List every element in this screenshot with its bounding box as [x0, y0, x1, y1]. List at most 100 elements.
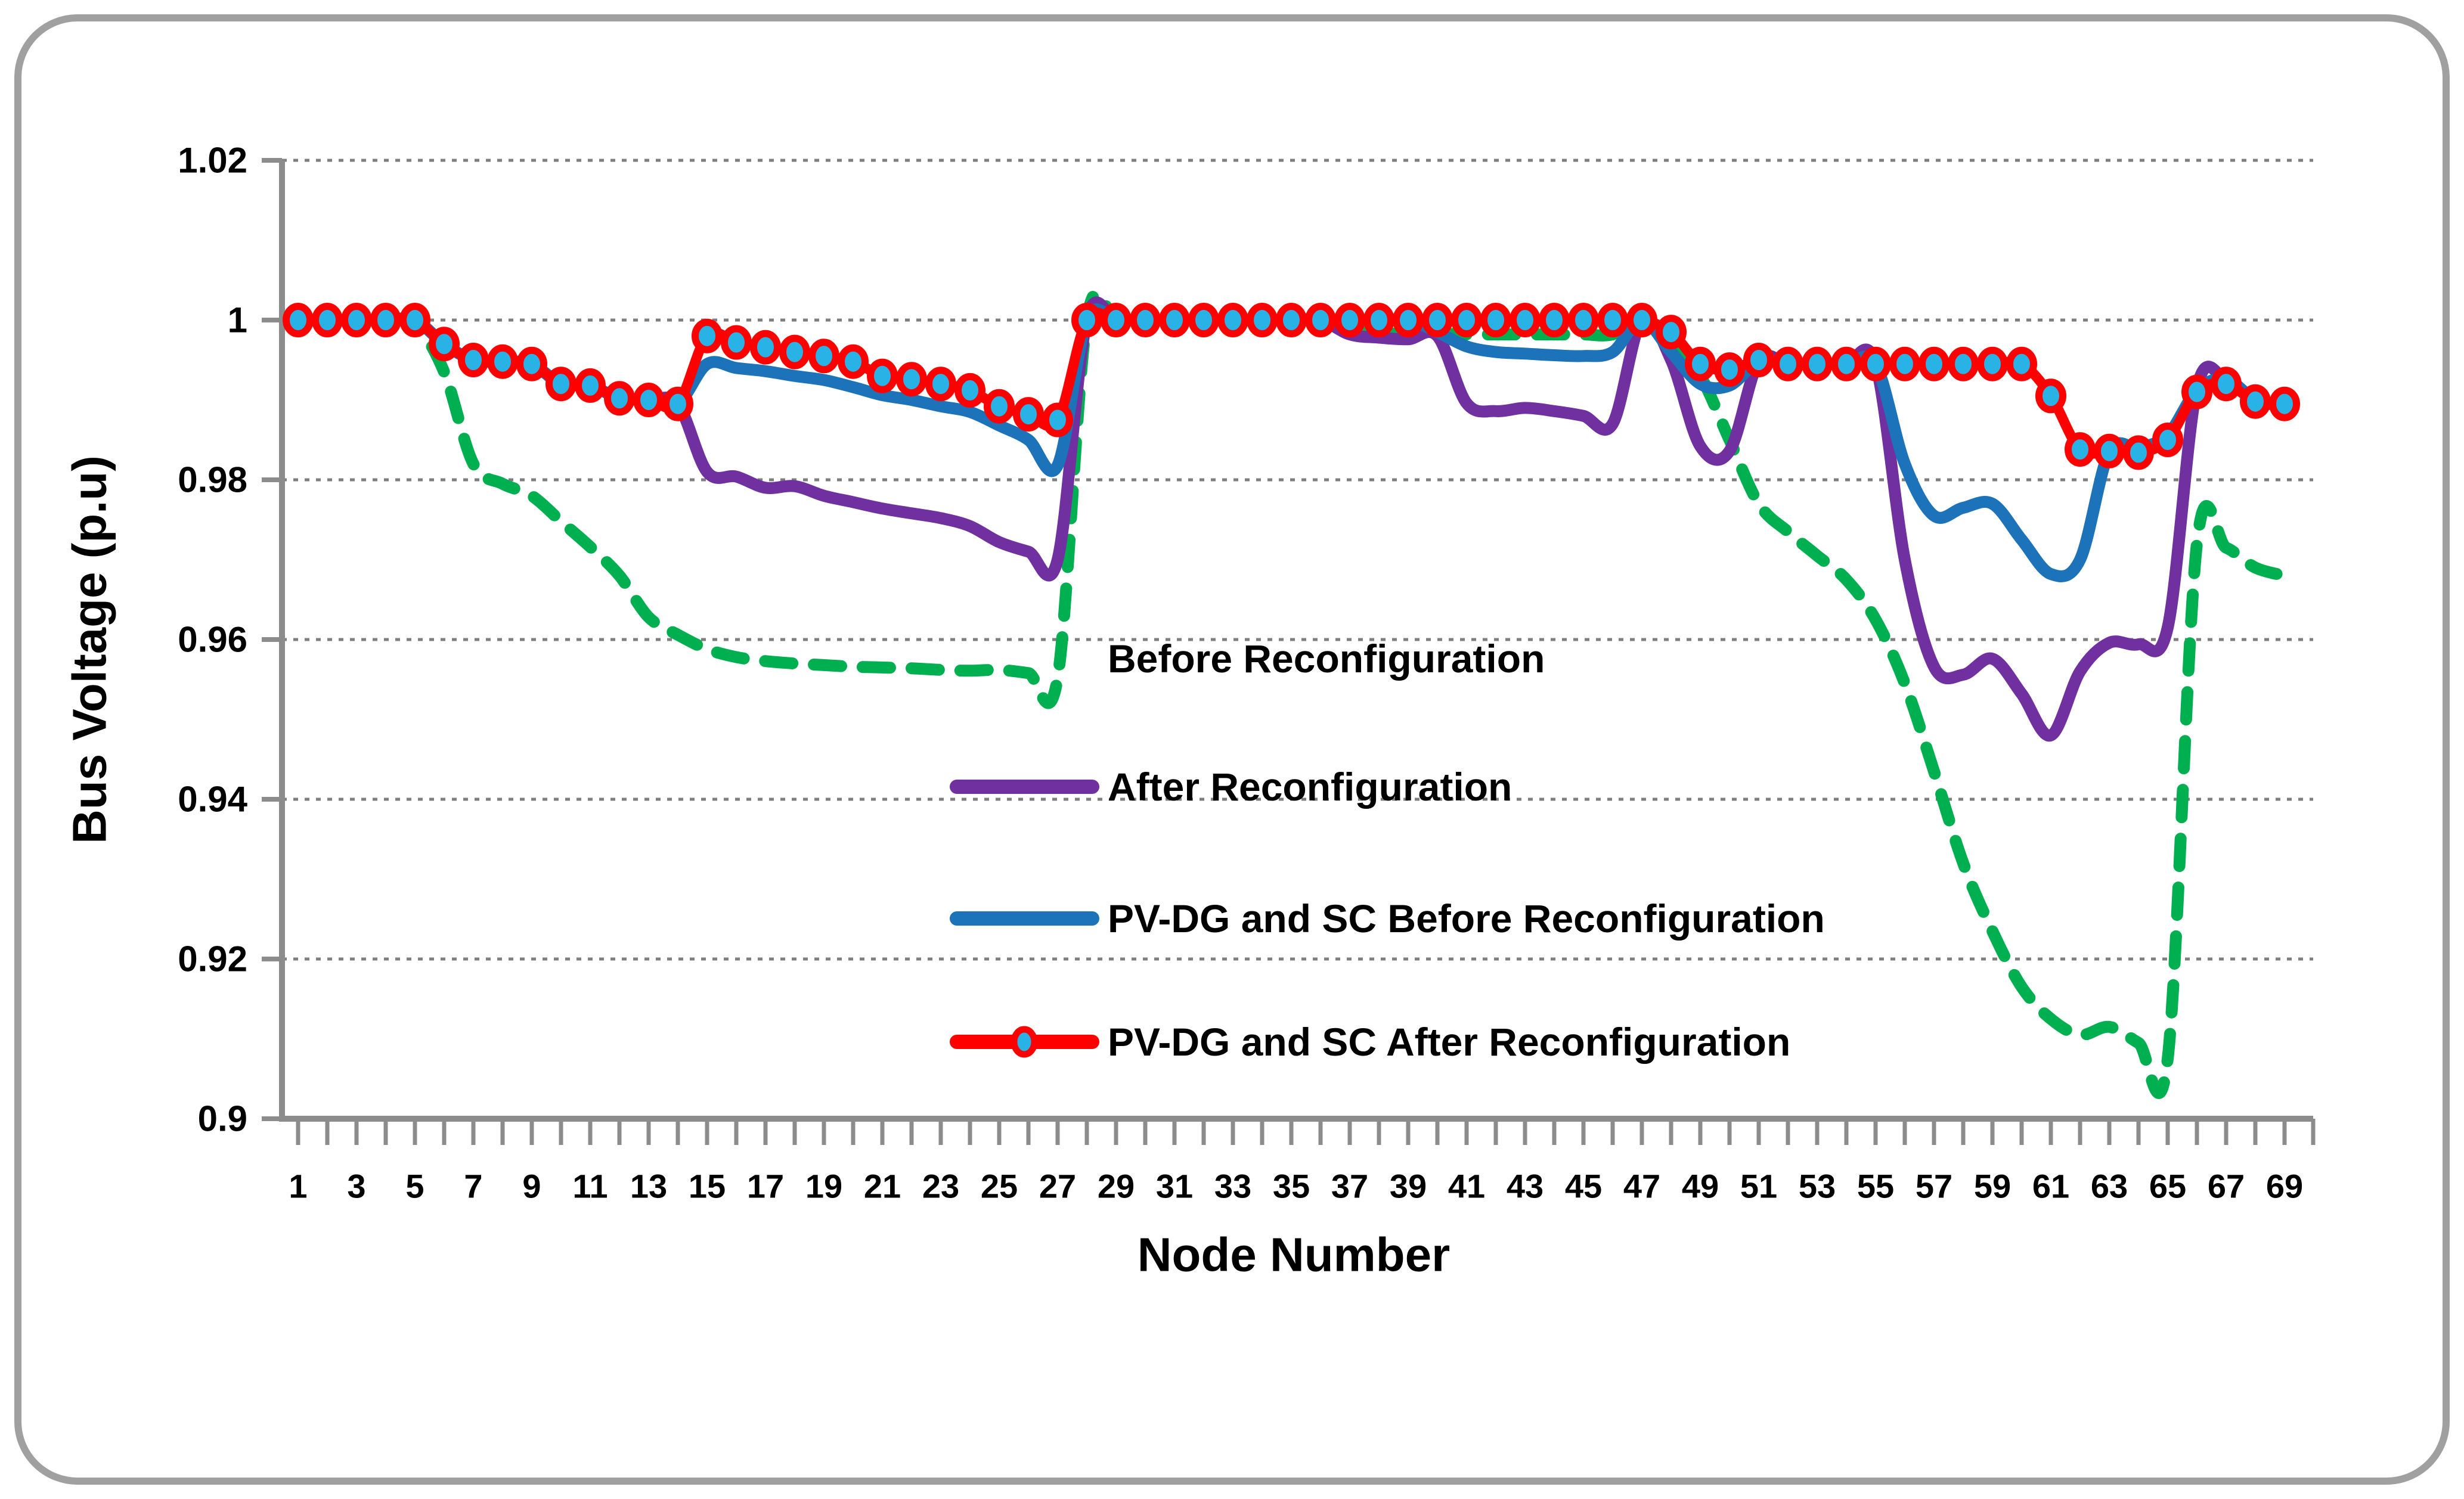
- y-tick-label-1.02: 1.02: [178, 141, 247, 181]
- data-marker: [1889, 346, 1920, 381]
- x-tick-label-31: 31: [1156, 1168, 1193, 1205]
- x-tick-label-39: 39: [1390, 1168, 1427, 1205]
- data-marker: [1101, 303, 1132, 337]
- data-marker: [312, 303, 343, 337]
- legend-label-before-reconfiguration: Before Reconfiguration: [1108, 637, 1545, 681]
- legend-item-after-reconfiguration: After Reconfiguration: [950, 765, 1512, 809]
- data-marker: [925, 367, 956, 402]
- data-marker: [1188, 303, 1219, 337]
- legend-item-pv-dg-and-sc-after-reconfiguration: PV-DG and SC After Reconfiguration: [950, 1020, 1790, 1064]
- x-tick-label-33: 33: [1214, 1168, 1251, 1205]
- data-marker: [1276, 303, 1307, 337]
- data-marker: [516, 346, 547, 381]
- legend-label-pv-dg-and-sc-after-reconfiguration: PV-DG and SC After Reconfiguration: [1108, 1020, 1790, 1064]
- data-marker: [1393, 303, 1424, 337]
- data-marker: [1656, 315, 1687, 350]
- data-marker: [721, 325, 752, 360]
- x-tick-label-43: 43: [1507, 1168, 1544, 1205]
- data-marker: [2094, 433, 2125, 468]
- series-markers-pv-dg-and-sc-after-reconfiguration: [283, 303, 2300, 470]
- x-tick-label-67: 67: [2208, 1168, 2245, 1205]
- data-marker: [2269, 386, 2300, 421]
- data-series: [283, 287, 2300, 1099]
- chart-border: [14, 14, 2450, 1485]
- data-marker: [2181, 374, 2212, 409]
- data-marker: [1948, 346, 1979, 381]
- x-tick-label-15: 15: [689, 1168, 726, 1205]
- x-tick-label-23: 23: [922, 1168, 959, 1205]
- x-tick-label-3: 3: [347, 1168, 365, 1205]
- data-marker: [370, 303, 401, 337]
- data-marker: [1247, 303, 1278, 337]
- data-marker: [2240, 384, 2271, 419]
- x-tick-label-35: 35: [1273, 1168, 1310, 1205]
- x-tick-label-51: 51: [1740, 1168, 1777, 1205]
- legend-item-before-reconfiguration: Before Reconfiguration: [1108, 637, 1545, 681]
- data-marker: [341, 303, 372, 337]
- x-tick-label-27: 27: [1039, 1168, 1076, 1205]
- data-marker: [867, 358, 898, 393]
- x-tick-label-49: 49: [1682, 1168, 1719, 1205]
- data-marker: [1802, 346, 1833, 381]
- x-tick-label-25: 25: [981, 1168, 1018, 1205]
- x-tick-label-55: 55: [1857, 1168, 1894, 1205]
- x-tick-label-41: 41: [1448, 1168, 1485, 1205]
- data-marker: [1451, 303, 1482, 337]
- data-marker: [1714, 352, 1745, 387]
- data-marker: [2006, 346, 2037, 381]
- data-marker: [662, 386, 693, 421]
- x-tick-label-5: 5: [405, 1168, 424, 1205]
- data-marker: [1013, 397, 1044, 432]
- x-tick-label-11: 11: [572, 1168, 608, 1205]
- x-tick-label-69: 69: [2266, 1168, 2303, 1205]
- legend-label-after-reconfiguration: After Reconfiguration: [1108, 765, 1512, 809]
- data-marker: [2211, 367, 2242, 402]
- data-marker: [2065, 432, 2096, 467]
- y-tick-label-0.92: 0.92: [178, 939, 247, 979]
- data-marker: [1918, 346, 1949, 381]
- data-marker: [1422, 303, 1453, 337]
- x-tick-label-1: 1: [289, 1168, 307, 1205]
- data-marker: [1772, 346, 1803, 381]
- x-tick-label-57: 57: [1916, 1168, 1952, 1205]
- data-marker: [1042, 402, 1073, 437]
- y-tick-label-0.9: 0.9: [198, 1099, 247, 1139]
- y-tick-label-0.98: 0.98: [178, 460, 247, 500]
- gridlines: [282, 159, 2313, 961]
- x-tick-label-59: 59: [1974, 1168, 2011, 1205]
- data-marker: [896, 362, 927, 397]
- data-marker: [1860, 346, 1891, 381]
- data-marker: [1510, 303, 1541, 337]
- data-marker: [808, 339, 839, 374]
- data-marker: [1363, 303, 1394, 337]
- x-tick-label-65: 65: [2149, 1168, 2186, 1205]
- x-tick-label-37: 37: [1331, 1168, 1368, 1205]
- data-marker: [954, 373, 985, 408]
- data-marker: [1568, 303, 1599, 337]
- data-marker: [575, 368, 606, 403]
- data-marker: [1743, 343, 1774, 377]
- data-marker: [546, 367, 577, 402]
- data-marker: [1334, 303, 1365, 337]
- x-tick-label-21: 21: [864, 1168, 901, 1205]
- x-tick-label-19: 19: [805, 1168, 842, 1205]
- x-tick-label-17: 17: [747, 1168, 784, 1205]
- x-axis-title: Node Number: [1138, 1228, 1450, 1281]
- data-marker: [399, 303, 430, 337]
- x-tick-label-13: 13: [630, 1168, 667, 1205]
- legend-sample-marker: [1011, 1026, 1038, 1058]
- data-marker: [1539, 303, 1570, 337]
- data-marker: [604, 381, 635, 416]
- data-marker: [2035, 378, 2066, 414]
- data-marker: [1597, 303, 1628, 337]
- x-tick-label-63: 63: [2091, 1168, 2128, 1205]
- x-tick-label-45: 45: [1565, 1168, 1602, 1205]
- x-tick-label-7: 7: [464, 1168, 482, 1205]
- data-marker: [1305, 303, 1336, 337]
- data-marker: [779, 334, 810, 370]
- y-tick-label-1: 1: [228, 300, 247, 340]
- data-marker: [1831, 346, 1862, 381]
- x-tick-label-29: 29: [1098, 1168, 1135, 1205]
- x-tick-label-47: 47: [1623, 1168, 1660, 1205]
